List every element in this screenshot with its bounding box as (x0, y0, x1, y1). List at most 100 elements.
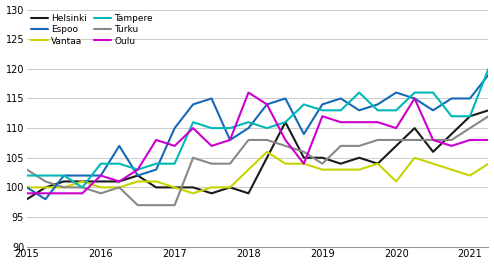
Espoo (172, 126, 178, 130)
Helsinki (42, 186, 48, 189)
Tampere (172, 162, 178, 165)
Espoo (430, 109, 436, 112)
Vantaa (80, 180, 85, 183)
Vantaa (98, 186, 104, 189)
Espoo (116, 144, 122, 148)
Tampere (486, 67, 492, 70)
Turku (283, 144, 288, 148)
Turku (227, 162, 233, 165)
Oulu (264, 103, 270, 106)
Tampere (449, 115, 454, 118)
Turku (116, 186, 122, 189)
Espoo (412, 97, 417, 100)
Helsinki (393, 144, 399, 148)
Turku (319, 162, 325, 165)
Turku (301, 150, 307, 153)
Vantaa (319, 168, 325, 171)
Helsinki (449, 132, 454, 136)
Turku (208, 162, 214, 165)
Turku (172, 204, 178, 207)
Oulu (338, 121, 344, 124)
Oulu (61, 192, 67, 195)
Oulu (172, 144, 178, 148)
Espoo (375, 103, 381, 106)
Turku (98, 192, 104, 195)
Oulu (190, 126, 196, 130)
Helsinki (80, 180, 85, 183)
Espoo (61, 174, 67, 177)
Tampere (412, 91, 417, 94)
Line: Helsinki: Helsinki (27, 33, 494, 199)
Vantaa (430, 162, 436, 165)
Espoo (264, 103, 270, 106)
Oulu (319, 115, 325, 118)
Tampere (24, 174, 30, 177)
Vantaa (467, 174, 473, 177)
Vantaa (153, 180, 159, 183)
Espoo (190, 103, 196, 106)
Turku (135, 204, 141, 207)
Helsinki (486, 109, 492, 112)
Oulu (301, 162, 307, 165)
Turku (61, 186, 67, 189)
Turku (190, 156, 196, 159)
Vantaa (135, 180, 141, 183)
Helsinki (246, 192, 251, 195)
Helsinki (319, 156, 325, 159)
Vantaa (61, 186, 67, 189)
Tampere (116, 162, 122, 165)
Line: Tampere: Tampere (27, 33, 494, 187)
Line: Oulu: Oulu (27, 51, 494, 193)
Oulu (208, 144, 214, 148)
Line: Vantaa: Vantaa (27, 104, 494, 193)
Turku (356, 144, 362, 148)
Helsinki (172, 186, 178, 189)
Turku (412, 138, 417, 142)
Tampere (135, 168, 141, 171)
Vantaa (190, 192, 196, 195)
Turku (430, 138, 436, 142)
Vantaa (356, 168, 362, 171)
Line: Turku: Turku (27, 81, 494, 205)
Tampere (375, 109, 381, 112)
Tampere (153, 162, 159, 165)
Helsinki (467, 115, 473, 118)
Oulu (24, 192, 30, 195)
Espoo (246, 126, 251, 130)
Tampere (319, 109, 325, 112)
Vantaa (208, 186, 214, 189)
Vantaa (486, 162, 492, 165)
Helsinki (227, 186, 233, 189)
Oulu (135, 168, 141, 171)
Tampere (42, 174, 48, 177)
Oulu (42, 192, 48, 195)
Vantaa (172, 186, 178, 189)
Turku (42, 180, 48, 183)
Espoo (283, 97, 288, 100)
Oulu (393, 126, 399, 130)
Helsinki (301, 156, 307, 159)
Helsinki (283, 121, 288, 124)
Helsinki (116, 180, 122, 183)
Line: Espoo: Espoo (27, 33, 494, 199)
Vantaa (116, 186, 122, 189)
Helsinki (135, 174, 141, 177)
Turku (24, 168, 30, 171)
Vantaa (449, 168, 454, 171)
Helsinki (375, 162, 381, 165)
Turku (80, 186, 85, 189)
Turku (449, 138, 454, 142)
Helsinki (356, 156, 362, 159)
Helsinki (153, 186, 159, 189)
Tampere (98, 162, 104, 165)
Oulu (116, 180, 122, 183)
Oulu (246, 91, 251, 94)
Tampere (301, 103, 307, 106)
Oulu (356, 121, 362, 124)
Espoo (486, 73, 492, 76)
Espoo (467, 97, 473, 100)
Espoo (208, 97, 214, 100)
Helsinki (98, 180, 104, 183)
Helsinki (412, 126, 417, 130)
Turku (246, 138, 251, 142)
